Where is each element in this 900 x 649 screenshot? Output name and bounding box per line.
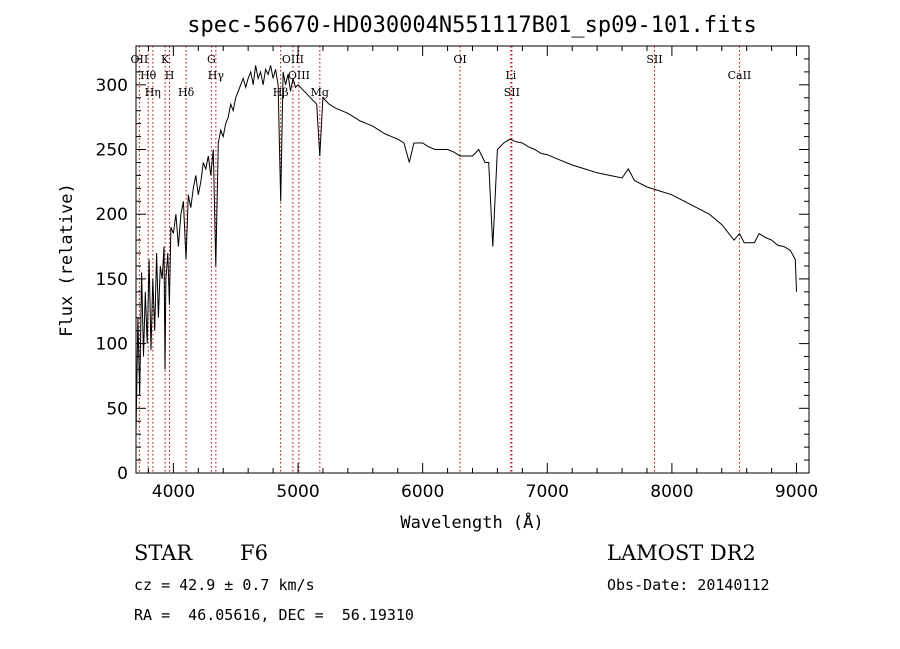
line-marker-label: SII	[646, 53, 662, 66]
y-tick-label: 150	[96, 270, 128, 290]
line-marker-label: CaII	[728, 69, 752, 82]
line-marker-label: Hη	[145, 86, 161, 99]
y-axis-ticks: 0 50 100 150 200 250 300	[96, 58, 809, 484]
line-marker-label: Li	[505, 69, 516, 82]
x-tick-label: 5000	[276, 482, 319, 502]
line-marker-label: K	[161, 53, 170, 66]
y-axis-label: Flux (relative)	[57, 183, 77, 337]
obs-date: Obs-Date: 20140112	[607, 576, 770, 594]
y-tick-label: 300	[96, 76, 128, 96]
object-type: STAR	[134, 541, 193, 565]
line-marker-label: Hβ	[273, 86, 289, 99]
line-marker-label: Hγ	[208, 69, 225, 82]
chart-title: spec-56670-HD030004N551117B01_sp09-101.f…	[187, 13, 757, 38]
spectrum-line	[135, 65, 797, 435]
line-marker-label: OI	[453, 53, 466, 66]
line-marker-label: Hθ	[140, 69, 157, 82]
line-marker-label: OII	[131, 53, 149, 66]
y-tick-label: 0	[117, 464, 128, 484]
survey-name: LAMOST DR2	[607, 541, 756, 565]
x-axis-ticks: 4000 5000 6000 7000 8000 9000	[147, 46, 818, 502]
line-marker-label: SII	[504, 86, 520, 99]
line-marker-label: H	[165, 69, 175, 82]
x-axis-label: Wavelength (Å)	[400, 511, 543, 533]
line-marker-label: OIII	[282, 53, 304, 66]
x-tick-label: 4000	[152, 482, 195, 502]
x-tick-label: 7000	[526, 482, 569, 502]
line-marker-label: Mg	[311, 86, 329, 99]
y-tick-label: 50	[106, 399, 128, 419]
y-tick-label: 250	[96, 141, 128, 161]
coordinates: RA = 46.05616, DEC = 56.19310	[134, 606, 414, 624]
line-marker-label: Hδ	[178, 86, 195, 99]
line-marker-label: G	[207, 53, 216, 66]
redshift-cz: cz = 42.9 ± 0.7 km/s	[134, 576, 315, 594]
x-tick-label: 9000	[775, 482, 818, 502]
y-tick-label: 200	[96, 205, 128, 225]
x-tick-label: 6000	[401, 482, 444, 502]
subclass: F6	[240, 541, 268, 565]
y-tick-label: 100	[96, 335, 128, 355]
x-tick-label: 8000	[650, 482, 693, 502]
line-marker-label: OIII	[288, 69, 310, 82]
